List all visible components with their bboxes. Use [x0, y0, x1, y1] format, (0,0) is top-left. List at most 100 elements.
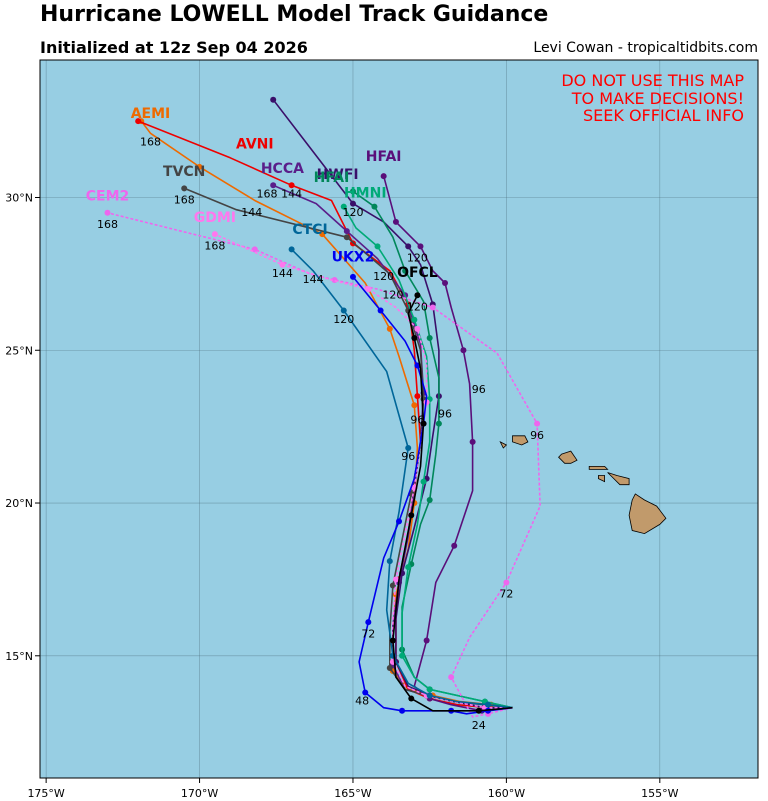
track-point-hfai — [442, 280, 449, 287]
warning-line-1: DO NOT USE THIS MAP — [561, 71, 744, 90]
island-hawaii — [628, 493, 667, 535]
island-oahu — [558, 450, 578, 464]
track-point-tvcn — [181, 185, 188, 192]
y-tick-label: 20°N — [5, 497, 33, 510]
track-point-ofcl — [475, 707, 482, 714]
track-point-ctci — [288, 246, 295, 253]
forecast-hour-label: 96 — [530, 429, 544, 442]
forecast-hour-label: 168 — [204, 239, 225, 252]
model-label-avni: AVNI — [236, 137, 274, 153]
x-tick-label: 175°W — [27, 787, 64, 800]
track-point-ctci — [426, 692, 433, 699]
track-point-hcca — [343, 228, 350, 235]
forecast-hour-label: 120 — [407, 252, 428, 265]
track-point-ofcl — [408, 695, 415, 702]
track-point-avni — [288, 182, 295, 189]
forecast-hour-label: 72 — [499, 588, 513, 601]
track-point-tvcn — [389, 582, 396, 589]
track-point-hwfi — [270, 96, 277, 103]
track-point-hmni — [405, 564, 412, 571]
track-point-hfai — [451, 542, 458, 549]
forecast-hour-label: 144 — [303, 273, 324, 286]
track-point-hmni — [399, 652, 406, 659]
island-maui — [607, 472, 630, 486]
track-point-aemi — [411, 402, 418, 409]
track-point-hmni — [420, 478, 427, 485]
track-point-ukx2 — [349, 273, 356, 280]
model-label-hfai: HFAI — [314, 170, 350, 186]
track-point-gdmi — [211, 231, 218, 238]
track-point-hmni — [340, 203, 347, 210]
forecast-hour-label: 144 — [272, 267, 293, 280]
track-point-ukx2 — [377, 307, 384, 314]
island-kauai — [512, 435, 529, 446]
model-label-cem2: CEM2 — [86, 189, 130, 205]
track-point-cem2 — [448, 674, 455, 681]
forecast-hour-label: 168 — [97, 218, 118, 231]
track-point-aemi — [386, 325, 393, 332]
track-point-hfai — [426, 335, 433, 342]
track-point-tvcn — [386, 665, 393, 672]
track-point-ofcl — [420, 420, 427, 427]
track-point-hfai — [380, 173, 387, 180]
track-point-cem2 — [251, 246, 258, 253]
model-label-ukx2: UKX2 — [332, 250, 375, 266]
model-label-hcca: HCCA — [261, 161, 304, 177]
track-point-cem2 — [104, 209, 111, 216]
track-point-ofcl — [414, 292, 421, 299]
model-label-ofcl: OFCL — [397, 265, 438, 281]
y-tick-label: 25°N — [5, 344, 33, 357]
map-frame — [39, 59, 759, 779]
forecast-hour-label: 168 — [257, 187, 278, 200]
model-label-hfai: HFAI — [366, 149, 402, 165]
track-point-ukx2 — [399, 707, 406, 714]
ocean-background — [40, 60, 758, 778]
forecast-hour-label: 144 — [241, 206, 262, 219]
warning-line-3: SEEK OFFICIAL INFO — [583, 106, 744, 125]
track-point-gdmi — [392, 576, 399, 583]
track-point-hfai — [392, 218, 399, 225]
track-layer: 16896AEMI144AVNI168HCCA168144TVCN12096HF… — [86, 96, 544, 732]
forecast-hour-label: 48 — [355, 695, 369, 708]
track-point-ukx2 — [396, 518, 402, 525]
track-line-ofcl — [392, 294, 513, 712]
track-point-cem2 — [503, 579, 510, 586]
track-point-aemi — [196, 163, 203, 170]
track-point-hfai — [417, 243, 424, 250]
y-tick-label: 15°N — [5, 650, 33, 663]
island-lanai — [598, 475, 605, 483]
forecast-hour-label: 168 — [174, 194, 195, 207]
x-tick-label: 155°W — [641, 787, 678, 800]
track-line-cem2 — [107, 212, 541, 718]
forecast-hour-label: 120 — [407, 301, 428, 314]
track-point-hwfi — [405, 243, 412, 250]
track-point-hmni — [411, 316, 418, 323]
track-point-hmni — [426, 686, 433, 693]
island-molokai — [588, 466, 609, 470]
track-point-hfai — [402, 267, 409, 274]
forecast-hour-label: 24 — [472, 719, 486, 732]
model-label-gdmi: GDMI — [194, 210, 236, 226]
track-point-ctci — [340, 307, 347, 314]
track-point-ukx2 — [362, 689, 369, 696]
track-point-ofcl — [389, 637, 396, 644]
forecast-hour-label: 96 — [472, 383, 486, 396]
track-point-hfai — [349, 188, 356, 195]
credit-text: Levi Cowan - tropicaltidbits.com — [533, 40, 758, 56]
track-point-hwfi — [349, 200, 356, 207]
track-point-hcca — [270, 182, 277, 189]
model-label-hmni: HMNI — [344, 185, 387, 201]
forecast-hour-label: 72 — [361, 627, 375, 640]
forecast-hour-label: 96 — [410, 414, 424, 427]
track-point-cem2 — [534, 420, 541, 427]
model-label-tvcn: TVCN — [163, 164, 205, 180]
track-point-gdmi — [414, 325, 421, 332]
track-point-ukx2 — [365, 619, 372, 626]
island-niihau — [499, 440, 508, 449]
track-point-avni — [135, 118, 142, 125]
forecast-hour-label: 168 — [140, 136, 161, 149]
warning-box: DO NOT USE THIS MAP TO MAKE DECISIONS! S… — [561, 72, 744, 125]
track-point-ctci — [405, 445, 412, 452]
track-point-gdmi — [365, 286, 372, 293]
